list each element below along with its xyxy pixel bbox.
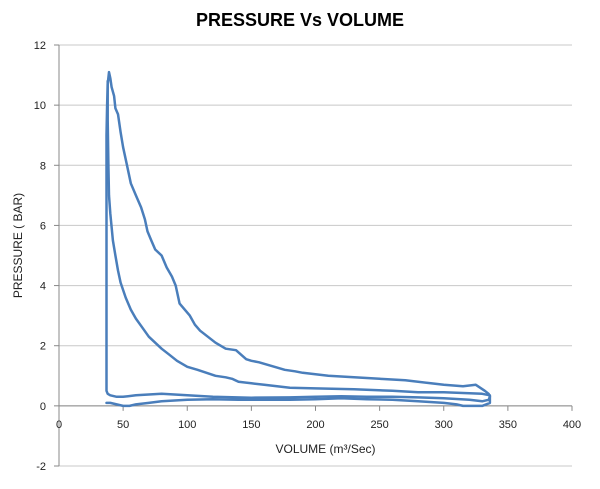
y-tick-label: 4 (40, 281, 46, 293)
x-tick-label: 50 (117, 419, 129, 431)
x-tick-label: 350 (499, 419, 517, 431)
y-tick-label: 12 (34, 40, 46, 52)
chart-title: PRESSURE Vs VOLUME (195, 10, 405, 30)
series-line-1 (105, 70, 492, 403)
x-tick-label: 100 (178, 419, 196, 431)
x-tick-label: 150 (242, 419, 260, 431)
x-tick-label: 250 (370, 419, 388, 431)
y-tick-label: 0 (40, 401, 46, 413)
y-tick-label: 6 (40, 220, 46, 232)
series-line-2 (105, 79, 492, 408)
x-axis-title: VOLUME (m³/Sec) (275, 442, 375, 456)
y-tick-label: 8 (40, 160, 46, 172)
x-tick-label: 400 (563, 419, 581, 431)
x-tick-label: 0 (56, 419, 62, 431)
y-axis-title: PRESSURE ( BAR) (11, 193, 25, 298)
x-tick-label: 300 (435, 419, 453, 431)
y-tick-label: 2 (40, 341, 46, 353)
x-tick-label: 200 (306, 419, 324, 431)
y-tick-label: -2 (36, 461, 46, 473)
y-tick-label: 10 (34, 100, 46, 112)
